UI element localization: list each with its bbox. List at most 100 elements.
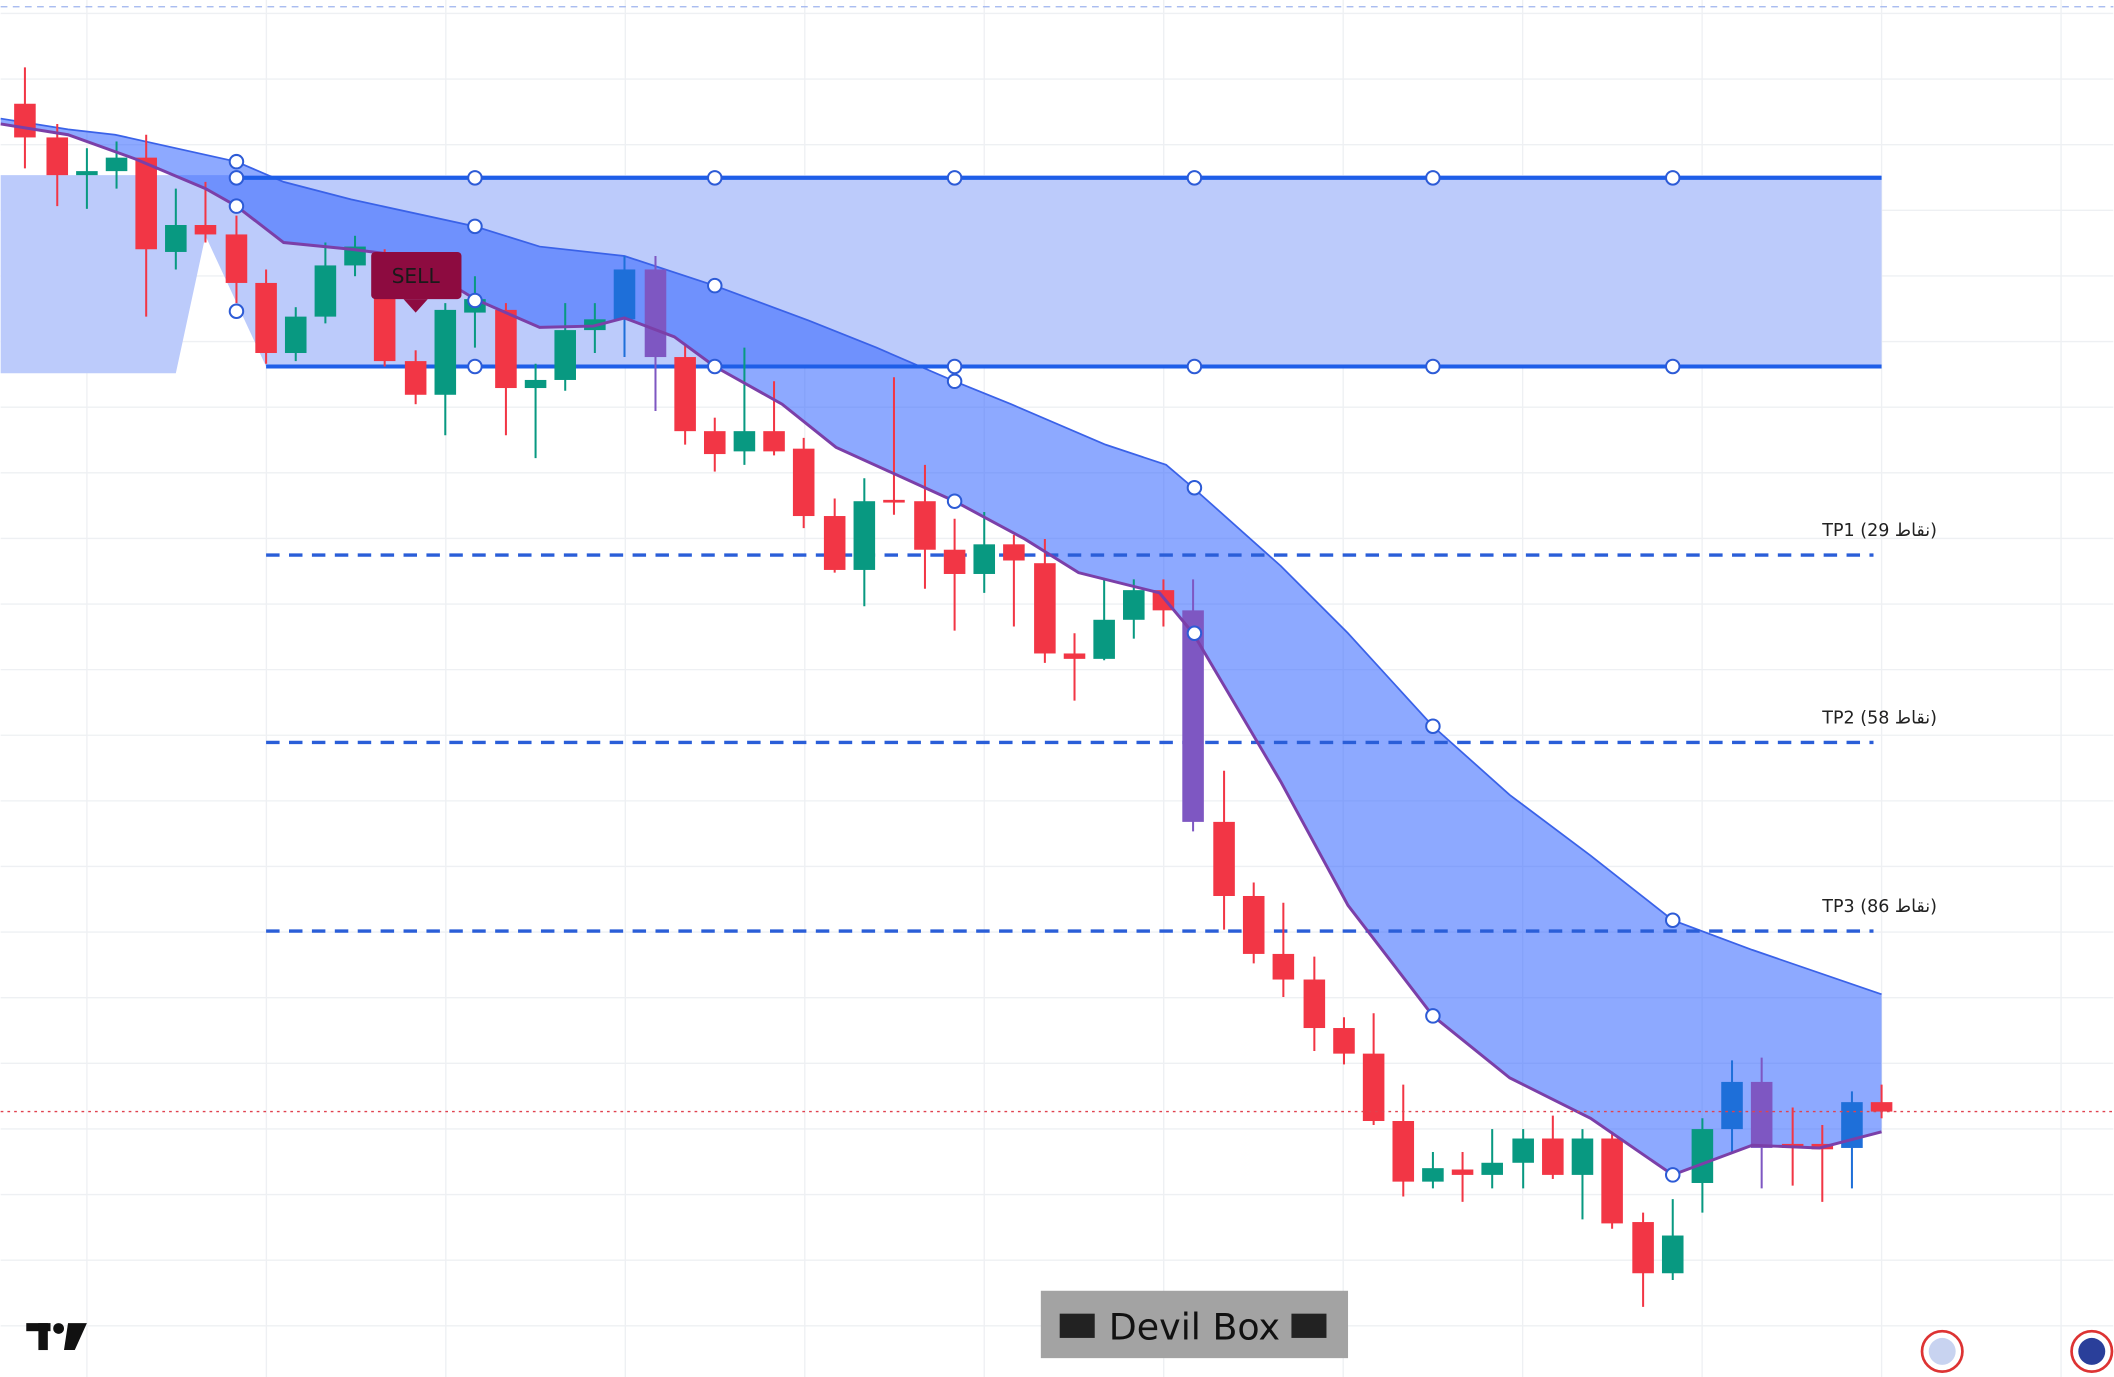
- handle: [467, 292, 483, 309]
- candles: [14, 67, 1893, 1307]
- tp-label: TP2 (58 نقاط): [1821, 709, 1937, 729]
- candle-body: [404, 361, 427, 395]
- candle-body: [554, 330, 576, 380]
- candle-body: [1123, 590, 1145, 620]
- logo-part: [63, 1323, 87, 1351]
- handle: [467, 358, 483, 375]
- candle-body: [1691, 1129, 1714, 1183]
- candle-body: [644, 269, 667, 358]
- watermark-label: Devil Box: [1109, 1305, 1280, 1348]
- candle-body: [1213, 821, 1235, 896]
- flag-icon: [1291, 1313, 1327, 1338]
- candle-body: [314, 265, 337, 317]
- sell-signal: SELL: [371, 251, 462, 313]
- handle: [1186, 625, 1203, 642]
- candle-body: [823, 516, 846, 570]
- handle: [946, 493, 963, 509]
- band-lower: [0, 122, 1882, 1177]
- handle: [1186, 358, 1203, 375]
- candle-body: [1333, 1028, 1355, 1054]
- candle-body: [853, 501, 876, 570]
- candle-body: [1451, 1169, 1474, 1175]
- handle: [707, 170, 723, 186]
- candle-body: [1721, 1081, 1743, 1130]
- candle-body: [792, 448, 815, 517]
- handle: [1186, 479, 1203, 496]
- candle-body: [225, 234, 248, 283]
- candle-body: [495, 309, 517, 389]
- candle-body: [1512, 1138, 1534, 1163]
- candle-body: [1481, 1162, 1503, 1175]
- candle-body: [1242, 895, 1265, 954]
- handle: [228, 153, 245, 170]
- candle-body: [1303, 979, 1326, 1029]
- handle: [1425, 358, 1441, 375]
- candle-body: [1182, 610, 1204, 822]
- flag-fill: [2078, 1337, 2106, 1365]
- candle-body: [165, 225, 187, 252]
- candle-body: [434, 309, 457, 395]
- candle-body: [943, 549, 966, 574]
- candle-body: [973, 544, 996, 574]
- flag-fill: [1928, 1337, 1956, 1365]
- band: [0, 118, 1882, 1175]
- handle: [1186, 170, 1203, 186]
- sell-box: [371, 251, 462, 300]
- watermark: Devil Box: [1040, 1290, 1349, 1359]
- candle-body: [1272, 953, 1295, 980]
- candle-body: [733, 431, 756, 452]
- candle-body: [1571, 1138, 1594, 1175]
- candle-body: [613, 269, 636, 320]
- take-profit-lines: TP1 (29 نقاط) TP2 (58 نقاط) TP3 (86 نقاط): [266, 521, 1937, 933]
- flag-icon: [1059, 1313, 1095, 1338]
- candle-body: [76, 171, 98, 176]
- candle-body: [524, 379, 547, 389]
- handle: [1664, 170, 1681, 186]
- candle-body: [883, 499, 905, 503]
- handle: [946, 373, 963, 390]
- handle: [946, 358, 963, 375]
- candle-body: [1661, 1235, 1684, 1274]
- candle-body: [14, 103, 36, 138]
- handle: [707, 358, 723, 375]
- candle-body: [763, 431, 785, 452]
- candle-body: [1362, 1053, 1385, 1122]
- handle: [228, 303, 245, 319]
- handle: [467, 170, 483, 186]
- candle-body: [1542, 1138, 1564, 1175]
- handle: [1425, 1008, 1441, 1024]
- candle-body: [1841, 1102, 1863, 1148]
- handle: [228, 170, 245, 186]
- sell-label: SELL: [392, 264, 441, 288]
- handle: [1425, 170, 1441, 186]
- tp-label: TP3 (86 نقاط): [1821, 897, 1937, 917]
- handles: [228, 153, 1681, 1183]
- handle: [946, 170, 963, 186]
- handle: [1664, 358, 1681, 375]
- candle-body: [105, 157, 128, 172]
- candle-body: [1422, 1168, 1444, 1182]
- candle-body: [1034, 563, 1056, 654]
- candle-body: [1750, 1081, 1773, 1148]
- logo-part: [53, 1323, 64, 1334]
- sell-pointer: [403, 299, 428, 313]
- candle-body: [46, 137, 69, 176]
- candle-body: [1601, 1138, 1623, 1224]
- candle-body: [194, 225, 217, 235]
- candle-body: [914, 501, 936, 550]
- candle-body: [1003, 544, 1025, 561]
- handle: [467, 218, 483, 235]
- candle-body: [674, 357, 696, 432]
- candle-body: [703, 431, 726, 455]
- handle: [707, 277, 723, 294]
- candle-body: [284, 316, 307, 354]
- tv-logo: [26, 1323, 87, 1351]
- candle-body: [255, 282, 277, 354]
- handle: [228, 198, 245, 214]
- handle: [1425, 718, 1441, 734]
- candle-body: [135, 157, 157, 250]
- candle-body: [1093, 619, 1115, 659]
- handle: [1664, 1167, 1681, 1183]
